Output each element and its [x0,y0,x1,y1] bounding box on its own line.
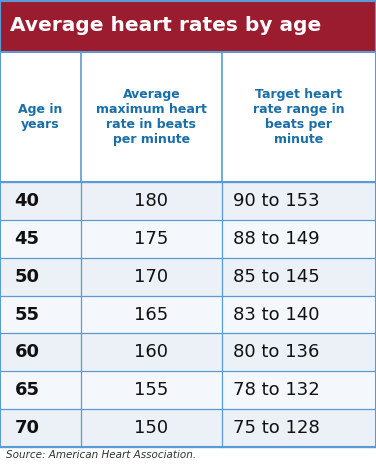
Text: Source: American Heart Association.: Source: American Heart Association. [6,450,196,460]
Text: 75 to 128: 75 to 128 [233,419,319,437]
Text: 85 to 145: 85 to 145 [233,268,319,286]
Bar [0,0,376,52]
Bar [0,258,376,296]
Text: 175: 175 [134,230,168,248]
Text: Age in
years: Age in years [18,103,63,131]
Bar [0,296,376,333]
Text: 170: 170 [134,268,168,286]
Bar [0,52,376,182]
Text: 60: 60 [15,343,39,361]
Text: 180: 180 [134,192,168,210]
Text: 55: 55 [15,306,39,324]
Text: 50: 50 [15,268,39,286]
Text: 78 to 132: 78 to 132 [233,381,319,399]
Text: 88 to 149: 88 to 149 [233,230,319,248]
Text: 155: 155 [134,381,168,399]
Text: 45: 45 [15,230,39,248]
Text: 80 to 136: 80 to 136 [233,343,319,361]
Text: 90 to 153: 90 to 153 [233,192,319,210]
Bar [0,333,376,371]
Text: 165: 165 [134,306,168,324]
Text: Average
maximum heart
rate in beats
per minute: Average maximum heart rate in beats per … [96,88,207,146]
Text: Target heart
rate range in
beats per
minute: Target heart rate range in beats per min… [253,88,345,146]
Bar [0,371,376,409]
Text: 65: 65 [15,381,39,399]
Bar [0,220,376,258]
Text: Average heart rates by age: Average heart rates by age [10,16,321,35]
Text: 150: 150 [134,419,168,437]
Bar [0,182,376,220]
Text: 70: 70 [15,419,39,437]
Text: 83 to 140: 83 to 140 [233,306,319,324]
Bar [0,409,376,447]
Text: 160: 160 [134,343,168,361]
Text: 40: 40 [15,192,39,210]
